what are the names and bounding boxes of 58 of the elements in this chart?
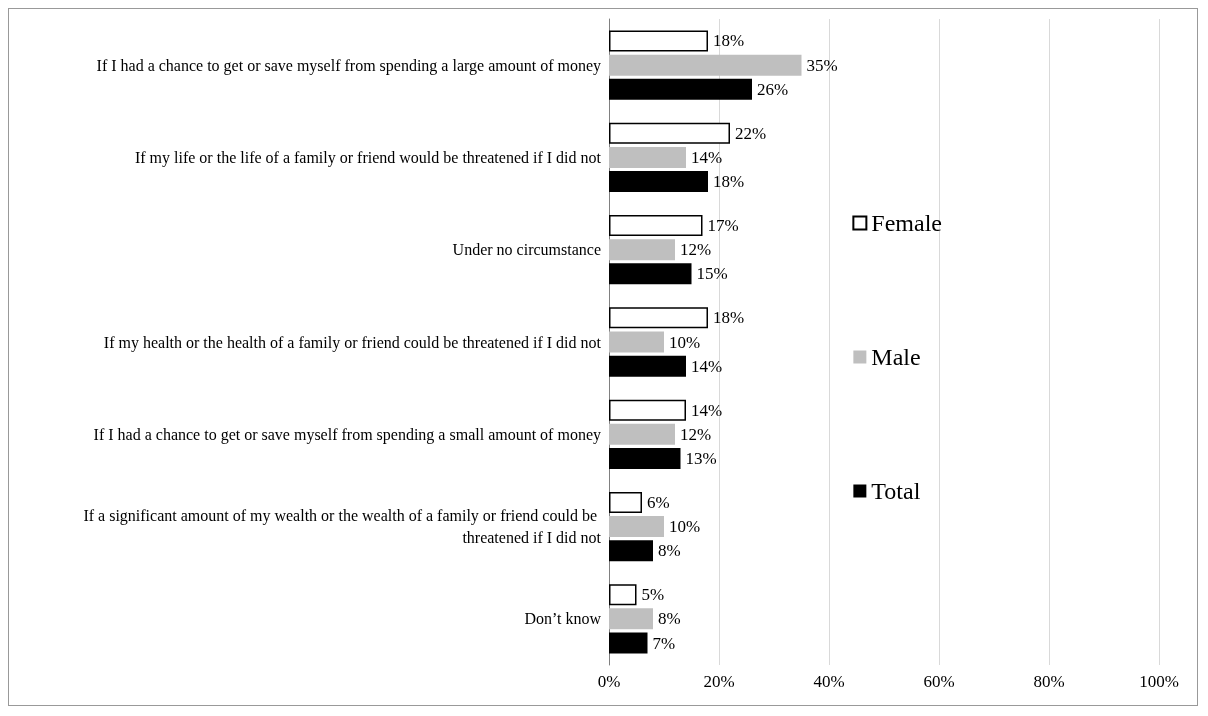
data-label: 26%: [757, 79, 789, 99]
data-label: 5%: [641, 585, 665, 605]
bar: [609, 263, 692, 285]
bar: [609, 239, 675, 261]
data-label: 14%: [691, 147, 723, 167]
x-tick-label: 20%: [703, 672, 735, 691]
data-label: 15%: [696, 264, 728, 284]
bar: [609, 447, 681, 469]
data-label: 10%: [669, 332, 701, 352]
bar: [609, 516, 664, 538]
y-tick-label: If a significant amount of my wealth or the wealth of a family or friend could be threatened if I did not: [83, 507, 602, 547]
x-tick-label: 100%: [1139, 672, 1179, 691]
data-label: 18%: [713, 172, 745, 192]
data-label: 6%: [647, 492, 670, 512]
x-tick-label: 0%: [597, 672, 621, 691]
bar: [609, 54, 802, 76]
y-tick-label: If my health or the health of a family or friend could be threatened if I did not: [103, 333, 602, 352]
bar: [609, 171, 708, 193]
data-label: 35%: [806, 55, 838, 75]
bar: [609, 331, 664, 353]
data-label: 17%: [707, 216, 739, 236]
legend-label: Male: [871, 344, 921, 370]
data-label: 7%: [652, 633, 676, 653]
bar: [609, 30, 708, 52]
x-tick-label: 80%: [1033, 672, 1065, 691]
bar: [609, 78, 752, 100]
bar: [609, 399, 686, 421]
bar: [609, 423, 675, 445]
data-label: 12%: [680, 240, 712, 260]
data-label: 14%: [691, 400, 723, 420]
bar: [609, 355, 686, 377]
bar: [609, 307, 708, 329]
bar: [609, 122, 730, 144]
data-label: 10%: [669, 517, 701, 537]
y-tick-label: If my life or the life of a family or friend would be threatened if I did not: [134, 148, 602, 167]
y-tick-label: If I had a chance to get or save myself from spending a small amount of money: [93, 425, 601, 444]
bar: [609, 540, 653, 562]
data-label: 14%: [691, 356, 723, 376]
y-tick-label: Under no circumstance: [452, 241, 601, 259]
y-tick-label: Don’t know: [524, 610, 602, 628]
bar: [609, 215, 703, 237]
legend-label: Female: [871, 210, 942, 236]
bar: [609, 608, 653, 630]
data-label: 18%: [713, 31, 745, 51]
data-label: 13%: [685, 448, 717, 468]
y-tick-label: If I had a chance to get or save myself from spending a large amount of money: [96, 56, 601, 75]
data-label: 8%: [658, 541, 681, 561]
bar: [609, 491, 642, 513]
legend-label: Total: [871, 478, 921, 504]
data-label: 18%: [713, 308, 745, 328]
data-label: 8%: [658, 609, 681, 629]
x-tick-label: 60%: [923, 672, 955, 691]
bar: [609, 632, 648, 654]
data-label: 12%: [680, 424, 712, 444]
x-tick-label: 40%: [813, 672, 845, 691]
bar: [609, 584, 637, 606]
data-label: 22%: [735, 123, 767, 143]
bar: [609, 146, 686, 168]
